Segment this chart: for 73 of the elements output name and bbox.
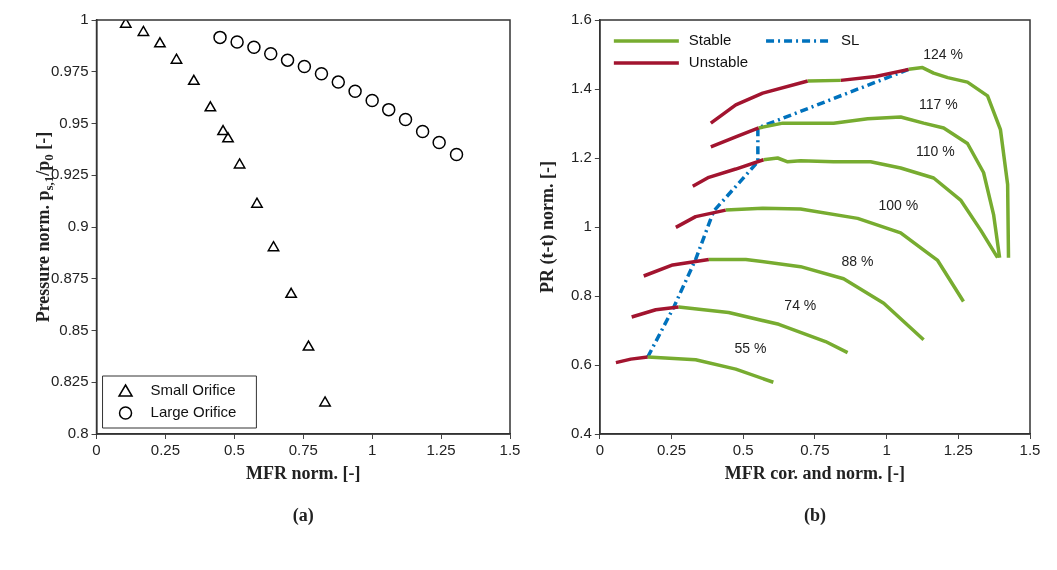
point (263, 46, 278, 61)
point (314, 67, 329, 81)
point (217, 124, 229, 136)
y-tick-label: 1.4 (570, 79, 592, 97)
x-tick-label: 0 (595, 441, 605, 459)
point (222, 132, 234, 143)
point (267, 240, 280, 252)
x-tick-label: 1.25 (943, 441, 973, 459)
legend-label: Stable (688, 31, 732, 49)
y-tick-label: 0.8 (67, 424, 89, 442)
text: (a) (292, 504, 314, 526)
y-tick-label: 1.6 (570, 10, 592, 28)
point (348, 84, 362, 98)
point (432, 135, 446, 150)
point (302, 340, 315, 351)
annotation: 74 % (784, 296, 817, 313)
point (365, 93, 379, 108)
x-axis-title: MFR norm. [-] (246, 462, 361, 483)
x-tick-label: 0.75 (288, 441, 318, 459)
y-tick-label: 0.85 (59, 320, 89, 338)
annotation: 117 % (919, 95, 958, 112)
point (297, 59, 312, 74)
point (187, 74, 200, 86)
y-axis-title: PR (t-t) norm. [-] (536, 161, 558, 293)
point (204, 101, 217, 112)
x-tick-label: 0.25 (656, 441, 687, 459)
x-tick-label: 1.5 (499, 441, 521, 459)
point (137, 25, 150, 37)
y-tick-label: 0.95 (59, 113, 89, 131)
legend-label: SL (841, 31, 860, 49)
x-tick-label: 0.25 (150, 441, 181, 459)
x-tick-label: 0.5 (223, 441, 245, 459)
point (449, 147, 464, 162)
x-tick-label: 0.5 (732, 441, 754, 459)
x-axis-title: MFR cor. and norm. [-] (724, 462, 906, 483)
annotation: 88 % (841, 253, 874, 270)
point (398, 112, 413, 127)
annotation: 55 % (734, 339, 767, 356)
annotation: 110 % (916, 143, 955, 160)
y-tick-label: 0.6 (570, 355, 592, 373)
y-tick-label: 1 (80, 10, 89, 28)
x-tick-label: 0 (92, 441, 101, 459)
point (213, 30, 227, 45)
x-tick-label: 0.75 (800, 441, 830, 459)
point (381, 102, 396, 117)
legend-label: Large Orifice (150, 403, 237, 421)
annotation: 100 % (878, 197, 919, 214)
point (233, 158, 246, 169)
x-tick-label: 1 (882, 441, 891, 459)
point (230, 35, 244, 49)
point (170, 53, 183, 64)
y-tick-label: 0.8 (570, 286, 592, 304)
x-tick-label: 1.25 (426, 441, 456, 459)
annotation: 124 % (923, 45, 963, 62)
x-tick-label: 1.5 (1019, 441, 1041, 459)
legend-label: Unstable (688, 53, 749, 71)
point (153, 37, 166, 48)
point (331, 75, 346, 89)
point (285, 287, 298, 299)
x-tick-label: 1 (368, 441, 377, 459)
point (280, 53, 295, 67)
y-tick-label: 0.9 (67, 217, 89, 235)
y-tick-label: 0.975 (50, 61, 89, 79)
y-tick-label: 1 (583, 217, 592, 235)
point (251, 197, 263, 208)
legend-label: Small Orifice (150, 381, 236, 399)
y-tick-label: 1.2 (570, 148, 592, 166)
y-tick-label: 0.825 (50, 372, 89, 390)
point (247, 40, 261, 55)
y-tick-label: 0.4 (570, 424, 592, 442)
text: (b) (803, 504, 826, 526)
point (415, 124, 430, 139)
point (319, 396, 331, 407)
